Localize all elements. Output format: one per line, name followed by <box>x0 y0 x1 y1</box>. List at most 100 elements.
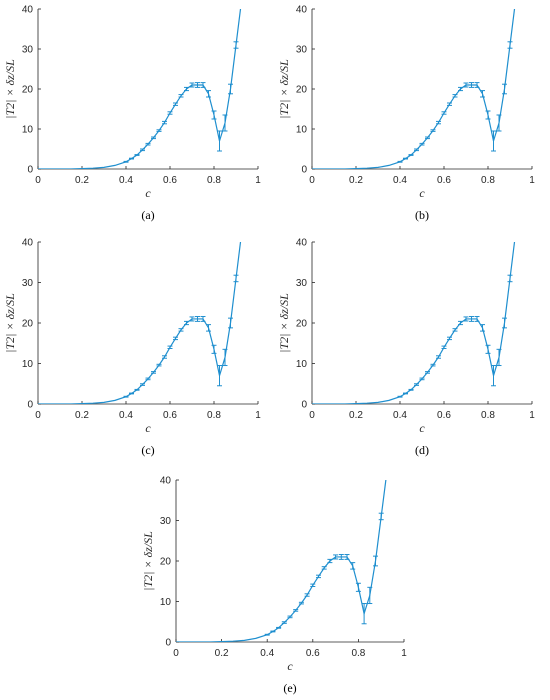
error-bar <box>195 82 200 88</box>
y-tick-label: 0 <box>165 638 171 649</box>
panel-label: (d) <box>415 443 429 457</box>
error-bar <box>458 86 463 92</box>
x-tick-label: 0.2 <box>349 410 363 421</box>
error-bar <box>173 102 178 106</box>
error-bar <box>195 316 200 322</box>
error-bar <box>327 558 333 564</box>
plot-area <box>312 9 516 169</box>
panel-label: (a) <box>141 208 154 222</box>
y-tick-label: 10 <box>296 125 308 136</box>
x-tick-label: 0 <box>173 648 179 659</box>
x-tick-label: 0 <box>309 175 315 186</box>
error-bar <box>485 344 491 354</box>
y-tick-label: 40 <box>22 238 34 249</box>
error-bar <box>162 355 167 359</box>
error-bar <box>233 274 239 283</box>
error-bar <box>397 160 403 163</box>
x-axis-label: c <box>145 186 151 200</box>
y-axis-label: |T2| × δz/SL <box>277 59 291 119</box>
panel-label: (b) <box>415 208 429 222</box>
series-line <box>312 9 516 169</box>
error-bar <box>496 114 502 132</box>
error-bar <box>474 82 480 88</box>
error-bar <box>491 365 496 387</box>
error-bar <box>310 583 316 588</box>
error-bar <box>397 395 403 398</box>
y-axis-label: |T2| × δz/SL <box>3 293 17 353</box>
error-bar <box>200 316 206 322</box>
error-bar <box>436 355 441 359</box>
x-tick-label: 1 <box>255 410 261 421</box>
error-bar <box>276 626 282 629</box>
x-tick-label: 0.4 <box>260 648 274 659</box>
x-tick-label: 0.8 <box>481 410 495 421</box>
error-bar <box>173 336 178 341</box>
y-tick-label: 0 <box>301 165 307 176</box>
x-axis-label: c <box>145 421 151 435</box>
x-axis-label: c <box>287 659 293 673</box>
x-tick-label: 1 <box>529 410 535 421</box>
x-tick-label: 0.2 <box>215 648 229 659</box>
y-tick-label: 20 <box>296 319 308 330</box>
error-bar <box>321 566 327 570</box>
error-bar <box>178 328 184 332</box>
x-tick-label: 0.2 <box>75 175 89 186</box>
error-bar <box>430 129 436 132</box>
error-bar <box>134 154 140 156</box>
error-bar <box>338 554 344 560</box>
error-bar <box>463 316 469 322</box>
error-bar <box>474 316 480 322</box>
x-tick-label: 0.8 <box>351 648 365 659</box>
error-bar <box>316 574 321 579</box>
error-bar <box>496 348 502 367</box>
x-tick-label: 0 <box>35 410 41 421</box>
error-bar <box>228 83 233 95</box>
x-tick-label: 0 <box>309 410 315 421</box>
y-tick-label: 40 <box>296 5 308 16</box>
x-axis-label: c <box>419 186 425 200</box>
error-bar <box>355 582 361 592</box>
error-bar <box>151 136 156 140</box>
y-tick-label: 20 <box>22 85 34 96</box>
error-bar <box>178 94 184 98</box>
y-tick-label: 10 <box>160 597 172 608</box>
error-bar <box>222 348 228 367</box>
error-bar <box>425 371 430 374</box>
error-bar <box>447 336 452 341</box>
error-bar <box>344 554 350 560</box>
error-bar <box>211 110 217 120</box>
series-line <box>38 9 242 169</box>
x-tick-label: 0.2 <box>75 410 89 421</box>
x-tick-label: 0.4 <box>119 410 133 421</box>
y-tick-label: 0 <box>27 165 33 176</box>
error-bar <box>452 94 458 98</box>
error-bar <box>206 324 211 332</box>
error-bar <box>491 130 496 152</box>
error-bar <box>414 148 419 152</box>
error-bar <box>167 111 173 115</box>
x-tick-label: 0.6 <box>306 648 320 659</box>
error-bar <box>123 160 129 163</box>
error-bar <box>408 154 414 156</box>
error-bar <box>419 142 425 146</box>
x-tick-label: 0.8 <box>207 410 221 421</box>
y-tick-label: 30 <box>296 278 308 289</box>
x-tick-label: 0.6 <box>437 175 451 186</box>
error-bar <box>403 392 408 395</box>
error-bar <box>469 82 474 88</box>
x-tick-label: 0.4 <box>393 410 407 421</box>
error-bar <box>200 82 206 88</box>
error-bar <box>217 130 222 152</box>
error-bar <box>373 555 378 567</box>
x-tick-label: 0.6 <box>163 410 177 421</box>
error-bar <box>270 630 276 633</box>
x-tick-label: 1 <box>255 175 261 186</box>
error-bar <box>441 111 447 115</box>
error-bar <box>485 110 491 120</box>
error-bar <box>507 274 513 283</box>
error-bar <box>304 593 310 597</box>
series-line <box>176 480 387 642</box>
error-bar <box>222 114 228 132</box>
